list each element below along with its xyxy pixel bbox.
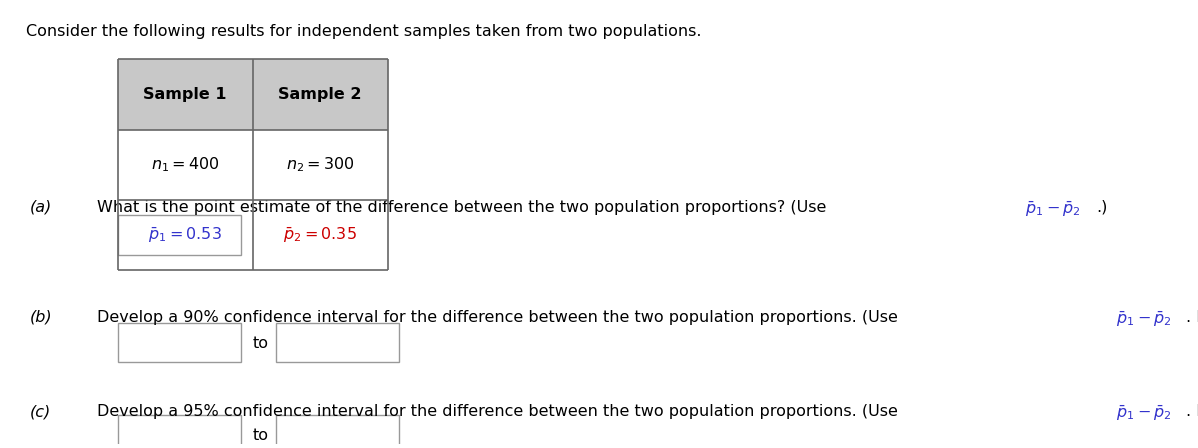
Text: Develop a 95% confidence interval for the difference between the two population : Develop a 95% confidence interval for th… <box>97 404 902 419</box>
Text: . Round your answer to four decimal places.): . Round your answer to four decimal plac… <box>1186 404 1198 419</box>
Text: $\bar{p}_1 - \bar{p}_2$: $\bar{p}_1 - \bar{p}_2$ <box>1115 310 1172 329</box>
Text: $n_2 = 300$: $n_2 = 300$ <box>286 155 355 174</box>
Bar <box>117 59 388 270</box>
Text: What is the point estimate of the difference between the two population proporti: What is the point estimate of the differ… <box>97 200 831 215</box>
Text: $\bar{p}_1 = 0.53$: $\bar{p}_1 = 0.53$ <box>149 225 222 245</box>
Text: $\bar{p}_1 - \bar{p}_2$: $\bar{p}_1 - \bar{p}_2$ <box>1115 404 1172 423</box>
Text: $n_1 = 400$: $n_1 = 400$ <box>151 155 219 174</box>
Text: Sample 2: Sample 2 <box>278 87 362 102</box>
Text: Develop a 90% confidence interval for the difference between the two population : Develop a 90% confidence interval for th… <box>97 310 902 325</box>
Bar <box>117 323 241 362</box>
Text: (c): (c) <box>30 404 50 419</box>
Text: to: to <box>253 336 268 351</box>
Text: Consider the following results for independent samples taken from two population: Consider the following results for indep… <box>26 24 702 39</box>
Bar <box>117 215 241 255</box>
Bar <box>117 60 388 129</box>
Text: $\bar{p}_1 - \bar{p}_2$: $\bar{p}_1 - \bar{p}_2$ <box>1025 200 1081 219</box>
Text: (b): (b) <box>30 310 53 325</box>
Bar <box>117 415 241 448</box>
Bar <box>276 323 399 362</box>
Text: .): .) <box>1096 200 1107 215</box>
Text: . Round your answer to four decimal places.): . Round your answer to four decimal plac… <box>1186 310 1198 325</box>
Text: $\bar{p}_2 = 0.35$: $\bar{p}_2 = 0.35$ <box>283 225 357 245</box>
Text: to: to <box>253 428 268 443</box>
Bar <box>276 415 399 448</box>
Text: Sample 1: Sample 1 <box>144 87 226 102</box>
Text: (a): (a) <box>30 200 52 215</box>
